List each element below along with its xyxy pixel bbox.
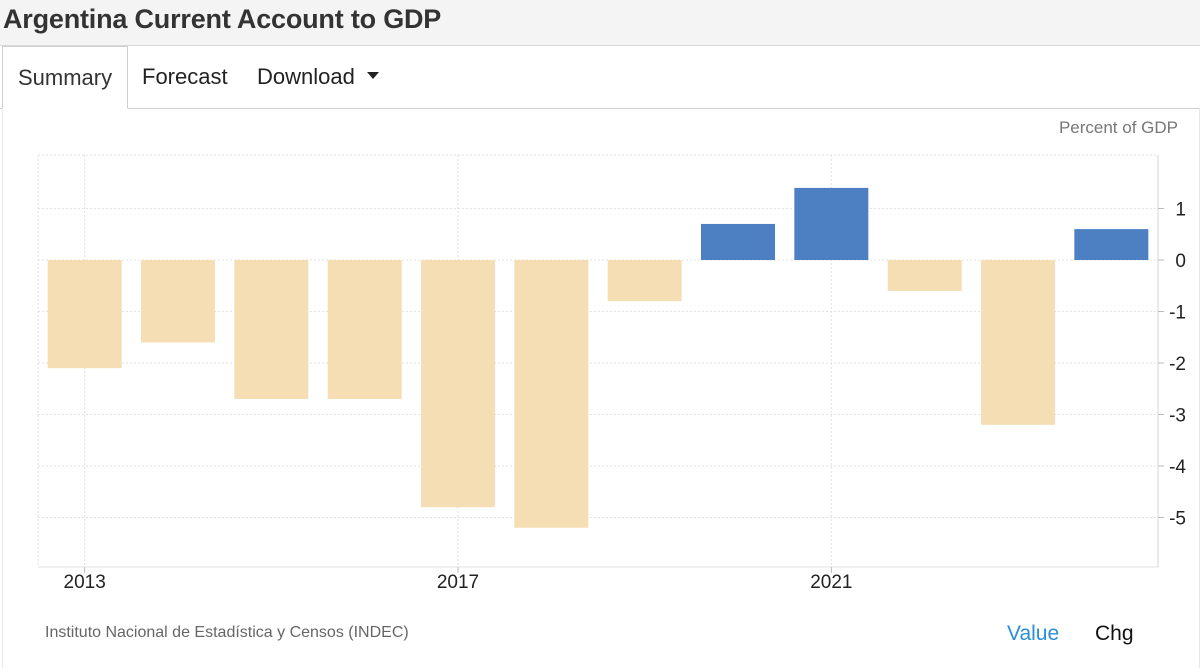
x-tick-label: 2013 bbox=[64, 572, 106, 593]
x-tick-label: 2017 bbox=[437, 572, 479, 593]
bar-2023 bbox=[981, 260, 1055, 425]
tab-bar: Summary Forecast Download bbox=[0, 46, 1200, 109]
tab-download-label: Download bbox=[257, 64, 355, 89]
y-tick-label: -4 bbox=[1169, 457, 1186, 478]
tab-summary-label: Summary bbox=[18, 65, 113, 90]
chg-toggle[interactable]: Chg bbox=[1095, 622, 1134, 645]
bar-2014 bbox=[141, 260, 215, 343]
y-tick-label: -1 bbox=[1169, 303, 1186, 324]
bar-2022 bbox=[887, 260, 962, 291]
bar-2016 bbox=[327, 260, 402, 400]
tab-forecast-label: Forecast bbox=[142, 64, 228, 89]
tab-forecast[interactable]: Forecast bbox=[142, 46, 228, 108]
bar-2019 bbox=[607, 260, 682, 302]
bar-2024 bbox=[1074, 229, 1149, 260]
value-toggle[interactable]: Value bbox=[1007, 622, 1060, 645]
bar-2020 bbox=[701, 223, 775, 260]
y-tick-label: -2 bbox=[1169, 354, 1186, 375]
bar-2021 bbox=[794, 187, 869, 260]
bar-2015 bbox=[234, 260, 309, 400]
page-title: Argentina Current Account to GDP bbox=[3, 4, 442, 34]
source-text: Instituto Nacional de Estadística y Cens… bbox=[45, 624, 409, 641]
bar-2018 bbox=[514, 260, 589, 528]
tab-download[interactable]: Download bbox=[257, 46, 379, 108]
y-tick-label: 0 bbox=[1175, 251, 1186, 272]
bar-2013 bbox=[47, 260, 122, 369]
y-tick-label: 1 bbox=[1175, 200, 1186, 221]
tab-summary[interactable]: Summary bbox=[2, 46, 128, 109]
x-tick-label: 2021 bbox=[810, 572, 852, 593]
unit-label: Percent of GDP bbox=[1058, 118, 1178, 137]
caret-down-icon bbox=[366, 71, 379, 79]
y-tick-label: -3 bbox=[1169, 406, 1186, 427]
header-bar: Argentina Current Account to GDP bbox=[0, 0, 1200, 46]
bar-2017 bbox=[421, 260, 495, 508]
y-tick-label: -5 bbox=[1169, 509, 1186, 530]
